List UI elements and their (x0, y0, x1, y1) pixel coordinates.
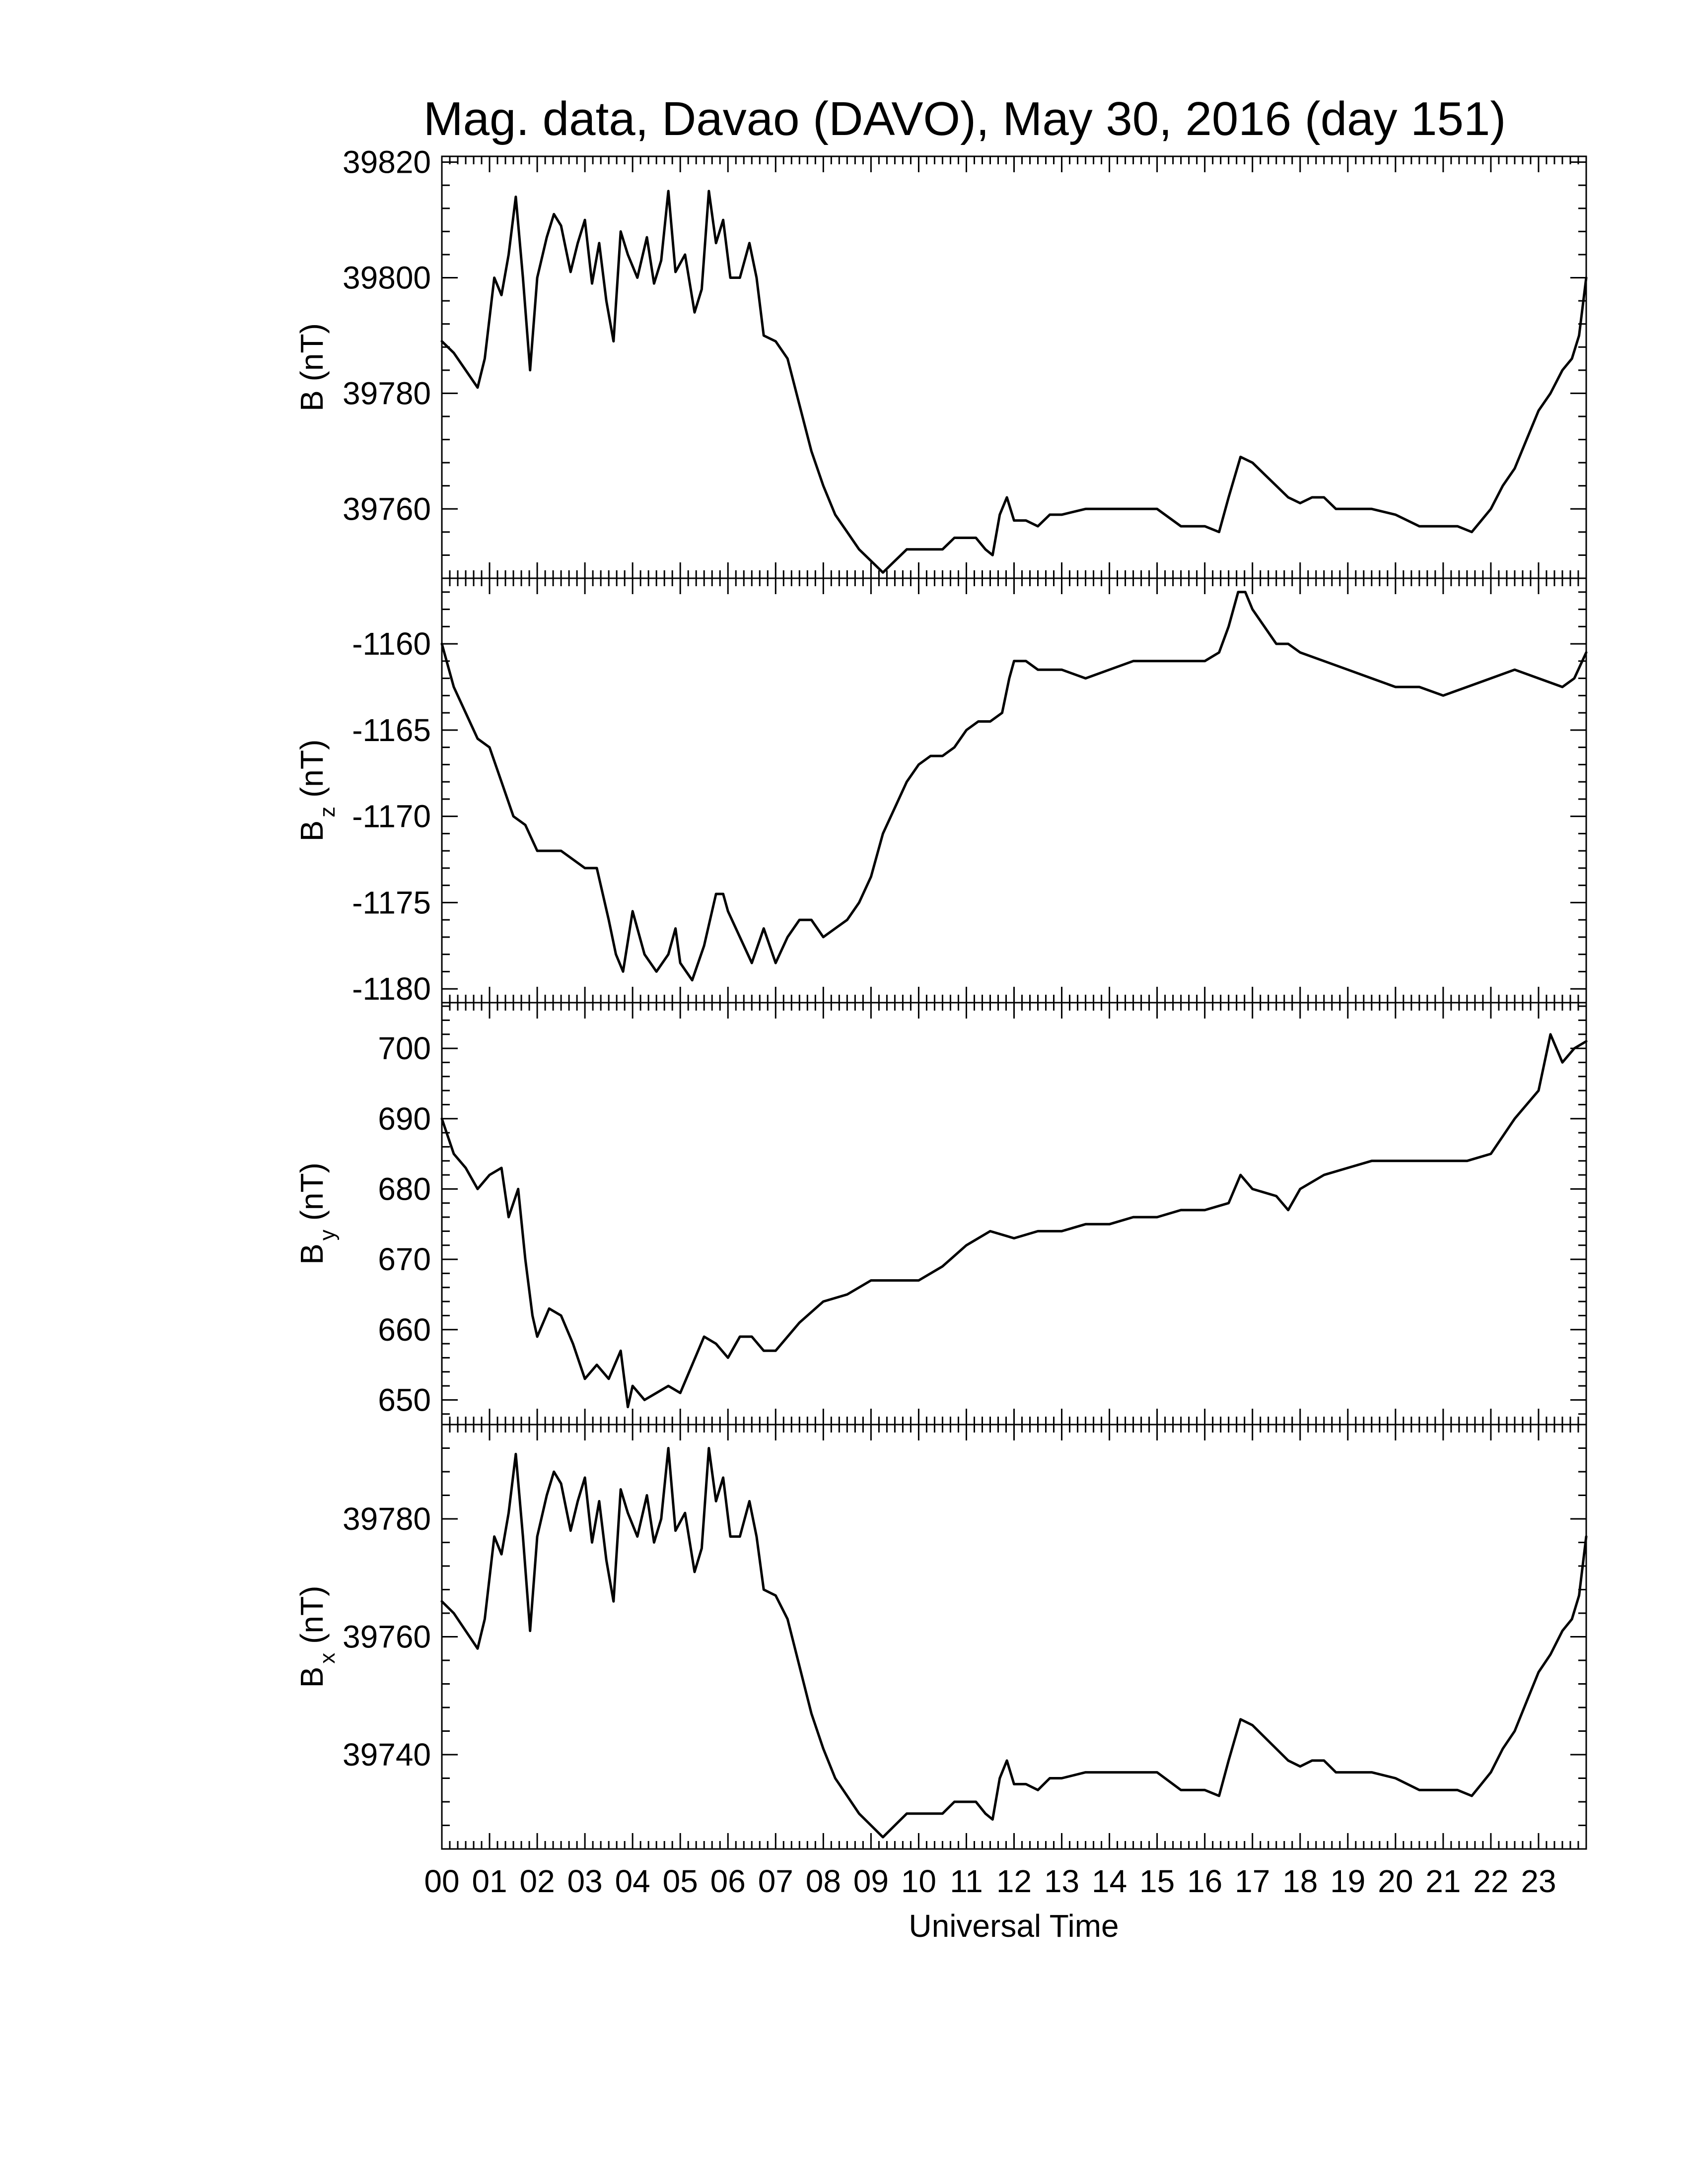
panel-bx: 39740 39760 39780 Bx (nT) (294, 1424, 1588, 1850)
x-tick-label: 15 (1139, 1863, 1175, 1899)
y-tick-label: 680 (378, 1171, 431, 1207)
y-axis-title-unit: (nT) (294, 323, 330, 390)
x-tick-label: 04 (615, 1863, 650, 1899)
x-tick-label: 05 (663, 1863, 698, 1899)
x-tick-label: 13 (1044, 1863, 1079, 1899)
y-tick-label: -1180 (352, 971, 431, 1007)
x-tick-label: 22 (1473, 1863, 1508, 1899)
y-tick-label: -1175 (352, 885, 431, 920)
y-axis-title-symbol: B (294, 1667, 330, 1688)
x-tick-label: 21 (1425, 1863, 1461, 1899)
panel-frame (441, 1002, 1587, 1426)
y-tick-label: 690 (378, 1101, 431, 1137)
y-tick-label: 39780 (343, 1501, 431, 1537)
panel-by: 650 660 670 680 690 700 By (nT) (294, 1002, 1588, 1426)
y-tick-label: 39760 (343, 491, 431, 527)
y-axis-title-bx: Bx (nT) (294, 1586, 340, 1688)
series-line-bx (440, 1447, 1588, 1839)
x-tick-label: 11 (950, 1863, 983, 1899)
x-tick-label: 09 (853, 1863, 889, 1899)
x-tick-label: 10 (901, 1863, 936, 1899)
panel-frame (441, 155, 1587, 579)
x-tick-label: 23 (1521, 1863, 1556, 1899)
y-axis-title-subscript: x (315, 1653, 340, 1664)
x-tick-label: 17 (1235, 1863, 1270, 1899)
y-tick-label: 39740 (343, 1737, 431, 1773)
x-tick-label: 03 (567, 1863, 603, 1899)
y-tick-label: 39760 (343, 1619, 431, 1655)
panels-group: 39760 39780 39800 39820 B (nT) -1180 -1175 -117… (294, 144, 1588, 1850)
y-tick-label: -1160 (352, 626, 431, 662)
y-tick-label: -1170 (352, 799, 431, 834)
y-axis-title-unit: (nT) (294, 1586, 330, 1653)
y-tick-label: 660 (378, 1312, 431, 1348)
y-tick-label: 650 (378, 1382, 431, 1418)
y-axis-title-symbol: B (294, 1243, 330, 1265)
y-tick-label: 39820 (343, 144, 431, 180)
y-tick-label: -1165 (352, 712, 431, 748)
x-tick-label: 08 (806, 1863, 841, 1899)
x-tick-labels: 00 01 02 03 04 05 06 07 08 09 10 11 12 13 14 15 16 17 18 19… (424, 1863, 1556, 1899)
series-line-b (440, 190, 1588, 574)
x-tick-label: 07 (758, 1863, 793, 1899)
x-tick-label: 02 (519, 1863, 555, 1899)
y-axis-title-subscript: y (315, 1229, 340, 1240)
panel-bz: -1180 -1175 -1170 -1165 -1160 Bz (nT) (294, 577, 1588, 1007)
x-tick-label: 20 (1378, 1863, 1413, 1899)
y-axis-title-symbol: B (294, 390, 330, 411)
y-tick-label: 39800 (343, 260, 431, 296)
x-tick-label: 01 (472, 1863, 507, 1899)
y-tick-label: 700 (378, 1030, 431, 1066)
x-tick-label: 00 (424, 1863, 459, 1899)
y-tick-label: 39780 (343, 375, 431, 411)
y-axis-title-subscript: z (315, 807, 340, 818)
x-tick-label: 18 (1282, 1863, 1318, 1899)
panel-b: 39760 39780 39800 39820 B (nT) (294, 144, 1588, 579)
y-axis-title-unit: (nT) (294, 1162, 330, 1229)
y-axis-title-by: By (nT) (294, 1162, 340, 1265)
y-tick-label: 670 (378, 1241, 431, 1277)
x-tick-label: 16 (1187, 1863, 1222, 1899)
series-line-bz (440, 591, 1588, 982)
x-tick-label: 06 (710, 1863, 746, 1899)
y-axis-title-bz: Bz (nT) (294, 740, 340, 842)
series-line-by (440, 1033, 1588, 1409)
chart-title: Mag. data, Davao (DAVO), May 30, 2016 (d… (423, 92, 1506, 145)
x-axis-title: Universal Time (909, 1908, 1119, 1944)
y-axis-title-symbol: B (294, 820, 330, 842)
y-axis-title-unit: (nT) (294, 740, 330, 807)
x-tick-label: 19 (1330, 1863, 1365, 1899)
x-tick-label: 12 (996, 1863, 1032, 1899)
y-axis-title-b: B (nT) (294, 323, 330, 411)
x-tick-label: 14 (1092, 1863, 1127, 1899)
